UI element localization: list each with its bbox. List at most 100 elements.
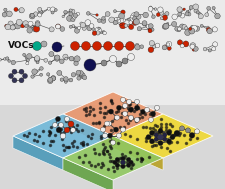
- Circle shape: [191, 25, 197, 31]
- Circle shape: [144, 107, 149, 112]
- Circle shape: [81, 76, 84, 79]
- Circle shape: [133, 19, 140, 25]
- Circle shape: [106, 121, 112, 126]
- Circle shape: [35, 22, 40, 27]
- Circle shape: [151, 111, 155, 116]
- Circle shape: [69, 25, 72, 28]
- Circle shape: [154, 8, 157, 10]
- Circle shape: [150, 130, 155, 135]
- Circle shape: [122, 111, 128, 116]
- Circle shape: [128, 53, 135, 60]
- Circle shape: [189, 5, 193, 9]
- Circle shape: [27, 28, 32, 33]
- Circle shape: [198, 14, 203, 19]
- Circle shape: [166, 43, 170, 46]
- Circle shape: [80, 22, 83, 25]
- Circle shape: [109, 17, 115, 23]
- Circle shape: [163, 23, 169, 29]
- Circle shape: [116, 61, 122, 67]
- Circle shape: [212, 47, 216, 51]
- Circle shape: [51, 76, 56, 81]
- Circle shape: [8, 24, 12, 28]
- Circle shape: [82, 26, 86, 30]
- Circle shape: [32, 26, 38, 32]
- Circle shape: [44, 58, 48, 62]
- Circle shape: [183, 41, 189, 47]
- Polygon shape: [13, 114, 113, 158]
- Circle shape: [152, 15, 155, 19]
- Circle shape: [189, 28, 195, 34]
- Circle shape: [165, 12, 169, 16]
- Circle shape: [114, 17, 117, 20]
- Circle shape: [98, 27, 100, 29]
- Circle shape: [126, 163, 131, 167]
- Circle shape: [56, 24, 60, 29]
- Polygon shape: [13, 136, 63, 170]
- Circle shape: [71, 73, 76, 77]
- Circle shape: [4, 58, 6, 60]
- Circle shape: [62, 15, 64, 18]
- Circle shape: [148, 117, 153, 122]
- Circle shape: [110, 56, 117, 63]
- Circle shape: [7, 11, 12, 17]
- Circle shape: [162, 45, 167, 50]
- Circle shape: [40, 67, 43, 70]
- Circle shape: [140, 45, 144, 49]
- Circle shape: [130, 15, 133, 18]
- Circle shape: [48, 77, 53, 82]
- Circle shape: [180, 44, 184, 48]
- Circle shape: [153, 45, 156, 48]
- Circle shape: [113, 10, 117, 13]
- Circle shape: [73, 13, 78, 18]
- Circle shape: [64, 10, 67, 14]
- Circle shape: [156, 13, 160, 16]
- Circle shape: [155, 105, 160, 110]
- Circle shape: [186, 10, 189, 13]
- Circle shape: [148, 28, 151, 31]
- Circle shape: [73, 16, 76, 19]
- Circle shape: [20, 23, 25, 28]
- Circle shape: [137, 27, 142, 31]
- Circle shape: [115, 115, 119, 120]
- Circle shape: [196, 11, 200, 14]
- Circle shape: [207, 28, 212, 34]
- Polygon shape: [113, 114, 213, 158]
- Circle shape: [54, 55, 60, 61]
- Circle shape: [108, 109, 113, 114]
- Circle shape: [52, 42, 62, 52]
- Circle shape: [5, 24, 11, 30]
- Circle shape: [69, 78, 73, 82]
- Circle shape: [182, 25, 187, 29]
- Circle shape: [148, 7, 153, 11]
- Circle shape: [102, 30, 105, 33]
- Circle shape: [174, 130, 180, 136]
- Circle shape: [122, 58, 128, 64]
- Circle shape: [77, 26, 81, 29]
- Circle shape: [68, 121, 74, 127]
- Circle shape: [132, 16, 136, 20]
- Circle shape: [19, 8, 24, 13]
- Circle shape: [11, 60, 16, 65]
- Circle shape: [105, 12, 110, 16]
- Circle shape: [50, 7, 56, 12]
- Circle shape: [187, 12, 191, 16]
- Circle shape: [103, 133, 108, 138]
- Circle shape: [117, 133, 122, 138]
- Circle shape: [166, 22, 169, 25]
- Circle shape: [121, 160, 126, 165]
- Circle shape: [131, 13, 137, 18]
- Circle shape: [12, 25, 16, 29]
- Circle shape: [177, 7, 182, 12]
- Circle shape: [86, 12, 90, 15]
- Circle shape: [12, 78, 17, 83]
- Circle shape: [162, 25, 166, 29]
- Circle shape: [54, 9, 57, 12]
- Circle shape: [35, 21, 40, 25]
- Circle shape: [128, 107, 133, 112]
- Circle shape: [142, 21, 147, 26]
- Circle shape: [146, 24, 150, 28]
- Circle shape: [150, 139, 155, 144]
- Circle shape: [158, 141, 163, 146]
- Circle shape: [92, 42, 101, 50]
- Circle shape: [135, 99, 140, 104]
